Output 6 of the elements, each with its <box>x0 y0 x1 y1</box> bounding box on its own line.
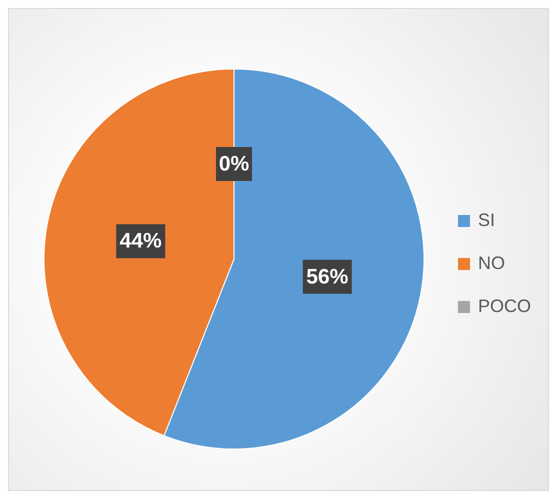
legend-label: POCO <box>478 296 532 317</box>
data-label: 56% <box>306 265 349 288</box>
slice-label: SI <box>478 210 496 231</box>
text: 0% <box>218 152 250 176</box>
legend-label: NO <box>478 253 505 274</box>
data-label: 44% <box>120 230 162 253</box>
